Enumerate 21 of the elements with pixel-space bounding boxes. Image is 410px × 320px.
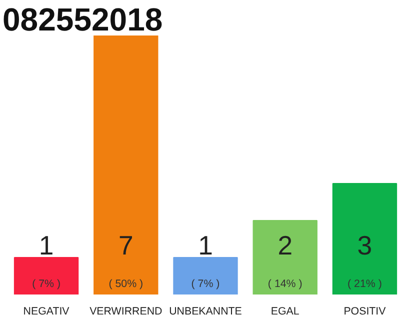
bar	[252, 220, 318, 294]
bar	[94, 36, 158, 294]
bar	[332, 183, 398, 294]
annotation: ( 7% )	[191, 278, 220, 290]
annotation: ( 21% )	[348, 278, 382, 290]
bar	[14, 257, 79, 294]
annotation: ( 14% )	[268, 278, 302, 290]
annotation: ( 7% )	[32, 278, 60, 290]
annotation: ( 50% )	[108, 278, 144, 290]
data-label: 1	[198, 230, 213, 260]
x-tick-label: POSITIV	[344, 306, 387, 318]
data-label: 1	[38, 230, 54, 260]
x-tick-label: UNBEKANNTE	[169, 306, 242, 318]
chart-title: 082552018	[2, 2, 163, 38]
bar	[173, 257, 238, 294]
data-label: 2	[278, 230, 293, 260]
x-tick-label: EGAL	[270, 306, 300, 318]
x-tick-label: VERWIRREND	[90, 306, 163, 318]
data-label: 3	[357, 230, 372, 260]
x-tick-label: NEGATIV	[23, 306, 70, 318]
data-label: 7	[118, 230, 134, 260]
